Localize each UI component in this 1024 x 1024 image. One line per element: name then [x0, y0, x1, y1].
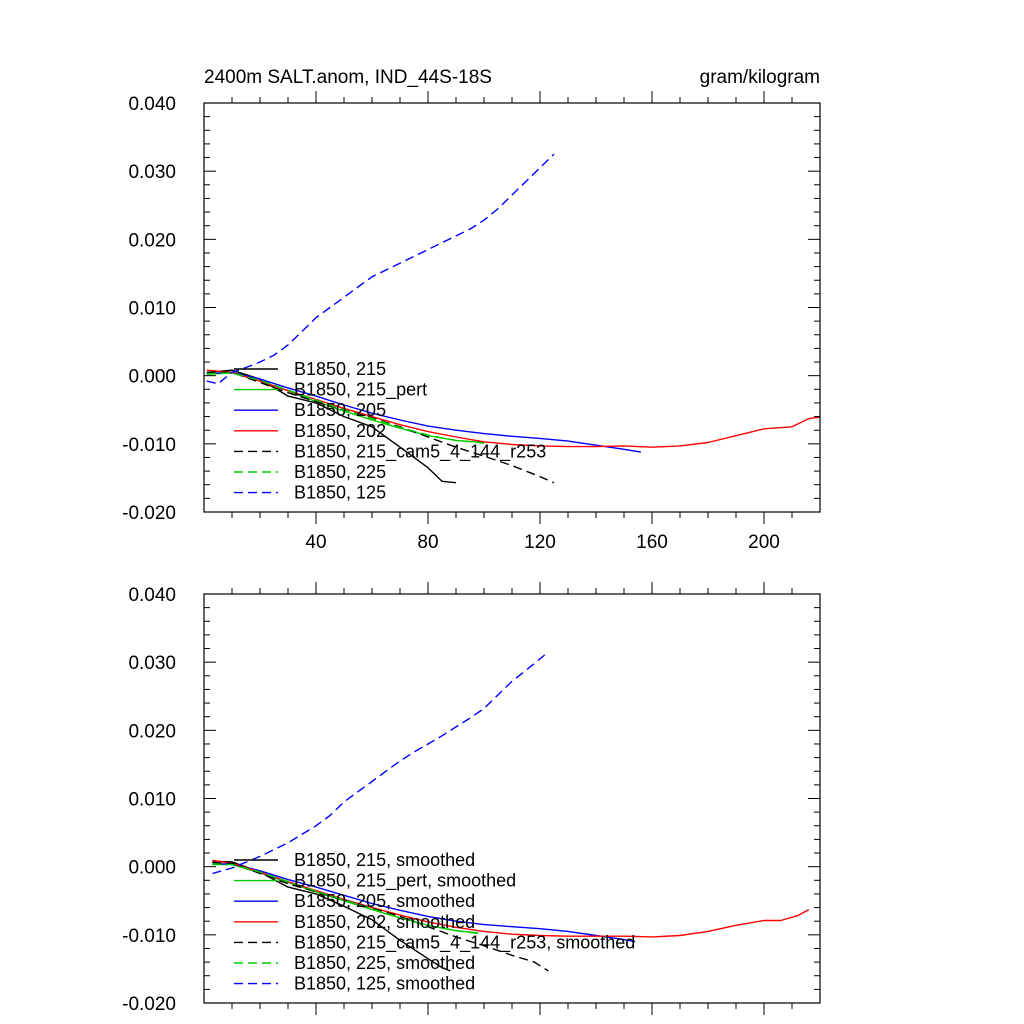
- y-tick-label: -0.020: [122, 503, 176, 524]
- series-line-1-7: [206, 153, 555, 385]
- legend-label: B1850, 125, smoothed: [294, 974, 475, 994]
- y-tick-label: -0.010: [122, 435, 176, 456]
- y-tick-label: 0.030: [128, 162, 176, 183]
- y-tick-label: 0.030: [128, 653, 176, 674]
- series-line-2-3: [212, 863, 636, 943]
- legend-label: B1850, 215_pert, smoothed: [294, 871, 516, 892]
- legend-label: B1850, 125: [294, 483, 386, 503]
- y-tick-label: -0.010: [122, 926, 176, 947]
- series-line-1-6: [206, 372, 485, 444]
- legend-label: B1850, 225, smoothed: [294, 953, 475, 973]
- y-tick-label: 0.020: [128, 721, 176, 742]
- chart-units: gram/kilogram: [700, 67, 820, 88]
- legend-label: B1850, 205: [294, 400, 386, 420]
- y-tick-label: 0.040: [128, 585, 176, 606]
- series-line-2-2: [212, 863, 479, 934]
- legend-label: B1850, 215: [294, 359, 386, 379]
- legend-label: B1850, 215, smoothed: [294, 850, 475, 870]
- y-tick-label: 0.000: [128, 367, 176, 388]
- legend-label: B1850, 202: [294, 421, 386, 441]
- y-tick-label: 0.020: [128, 230, 176, 251]
- series-line-2-5: [212, 861, 549, 972]
- x-tick-label: 200: [748, 532, 780, 553]
- legend-label: B1850, 215_pert: [294, 380, 427, 401]
- series-line-1-3: [206, 371, 641, 453]
- panel-1: 40 80 120 160 200 0.040 0.030 0.020 0.010 0.000 -0…: [122, 67, 821, 553]
- legend-label: B1850, 215_cam5_4_144_r253: [294, 441, 546, 462]
- y-tick-label: 0.010: [128, 299, 176, 320]
- legend-label: B1850, 225: [294, 462, 386, 482]
- x-tick-label: 120: [524, 532, 556, 553]
- y-tick-label: 0.010: [128, 790, 176, 811]
- panel-2: 0.040 0.030 0.020 0.010 0.000 -0.010 -0.020 B18…: [122, 582, 821, 1015]
- x-tick-label: 40: [305, 532, 326, 553]
- legend-label: B1850, 205, smoothed: [294, 891, 475, 911]
- chart-title: 2400m SALT.anom, IND_44S-18S: [204, 67, 492, 88]
- series-line-2-7: [212, 651, 549, 875]
- legend-label: B1850, 215_cam5_4_144_r253, smoothed: [294, 932, 635, 953]
- y-tick-label: 0.040: [128, 94, 176, 115]
- y-tick-label: 0.000: [128, 858, 176, 879]
- x-tick-label: 80: [417, 532, 438, 553]
- legend-label: B1850, 202, smoothed: [294, 912, 475, 932]
- series-line-1-4: [206, 369, 821, 448]
- y-tick-label: -0.020: [122, 994, 176, 1015]
- x-tick-label: 160: [636, 532, 668, 553]
